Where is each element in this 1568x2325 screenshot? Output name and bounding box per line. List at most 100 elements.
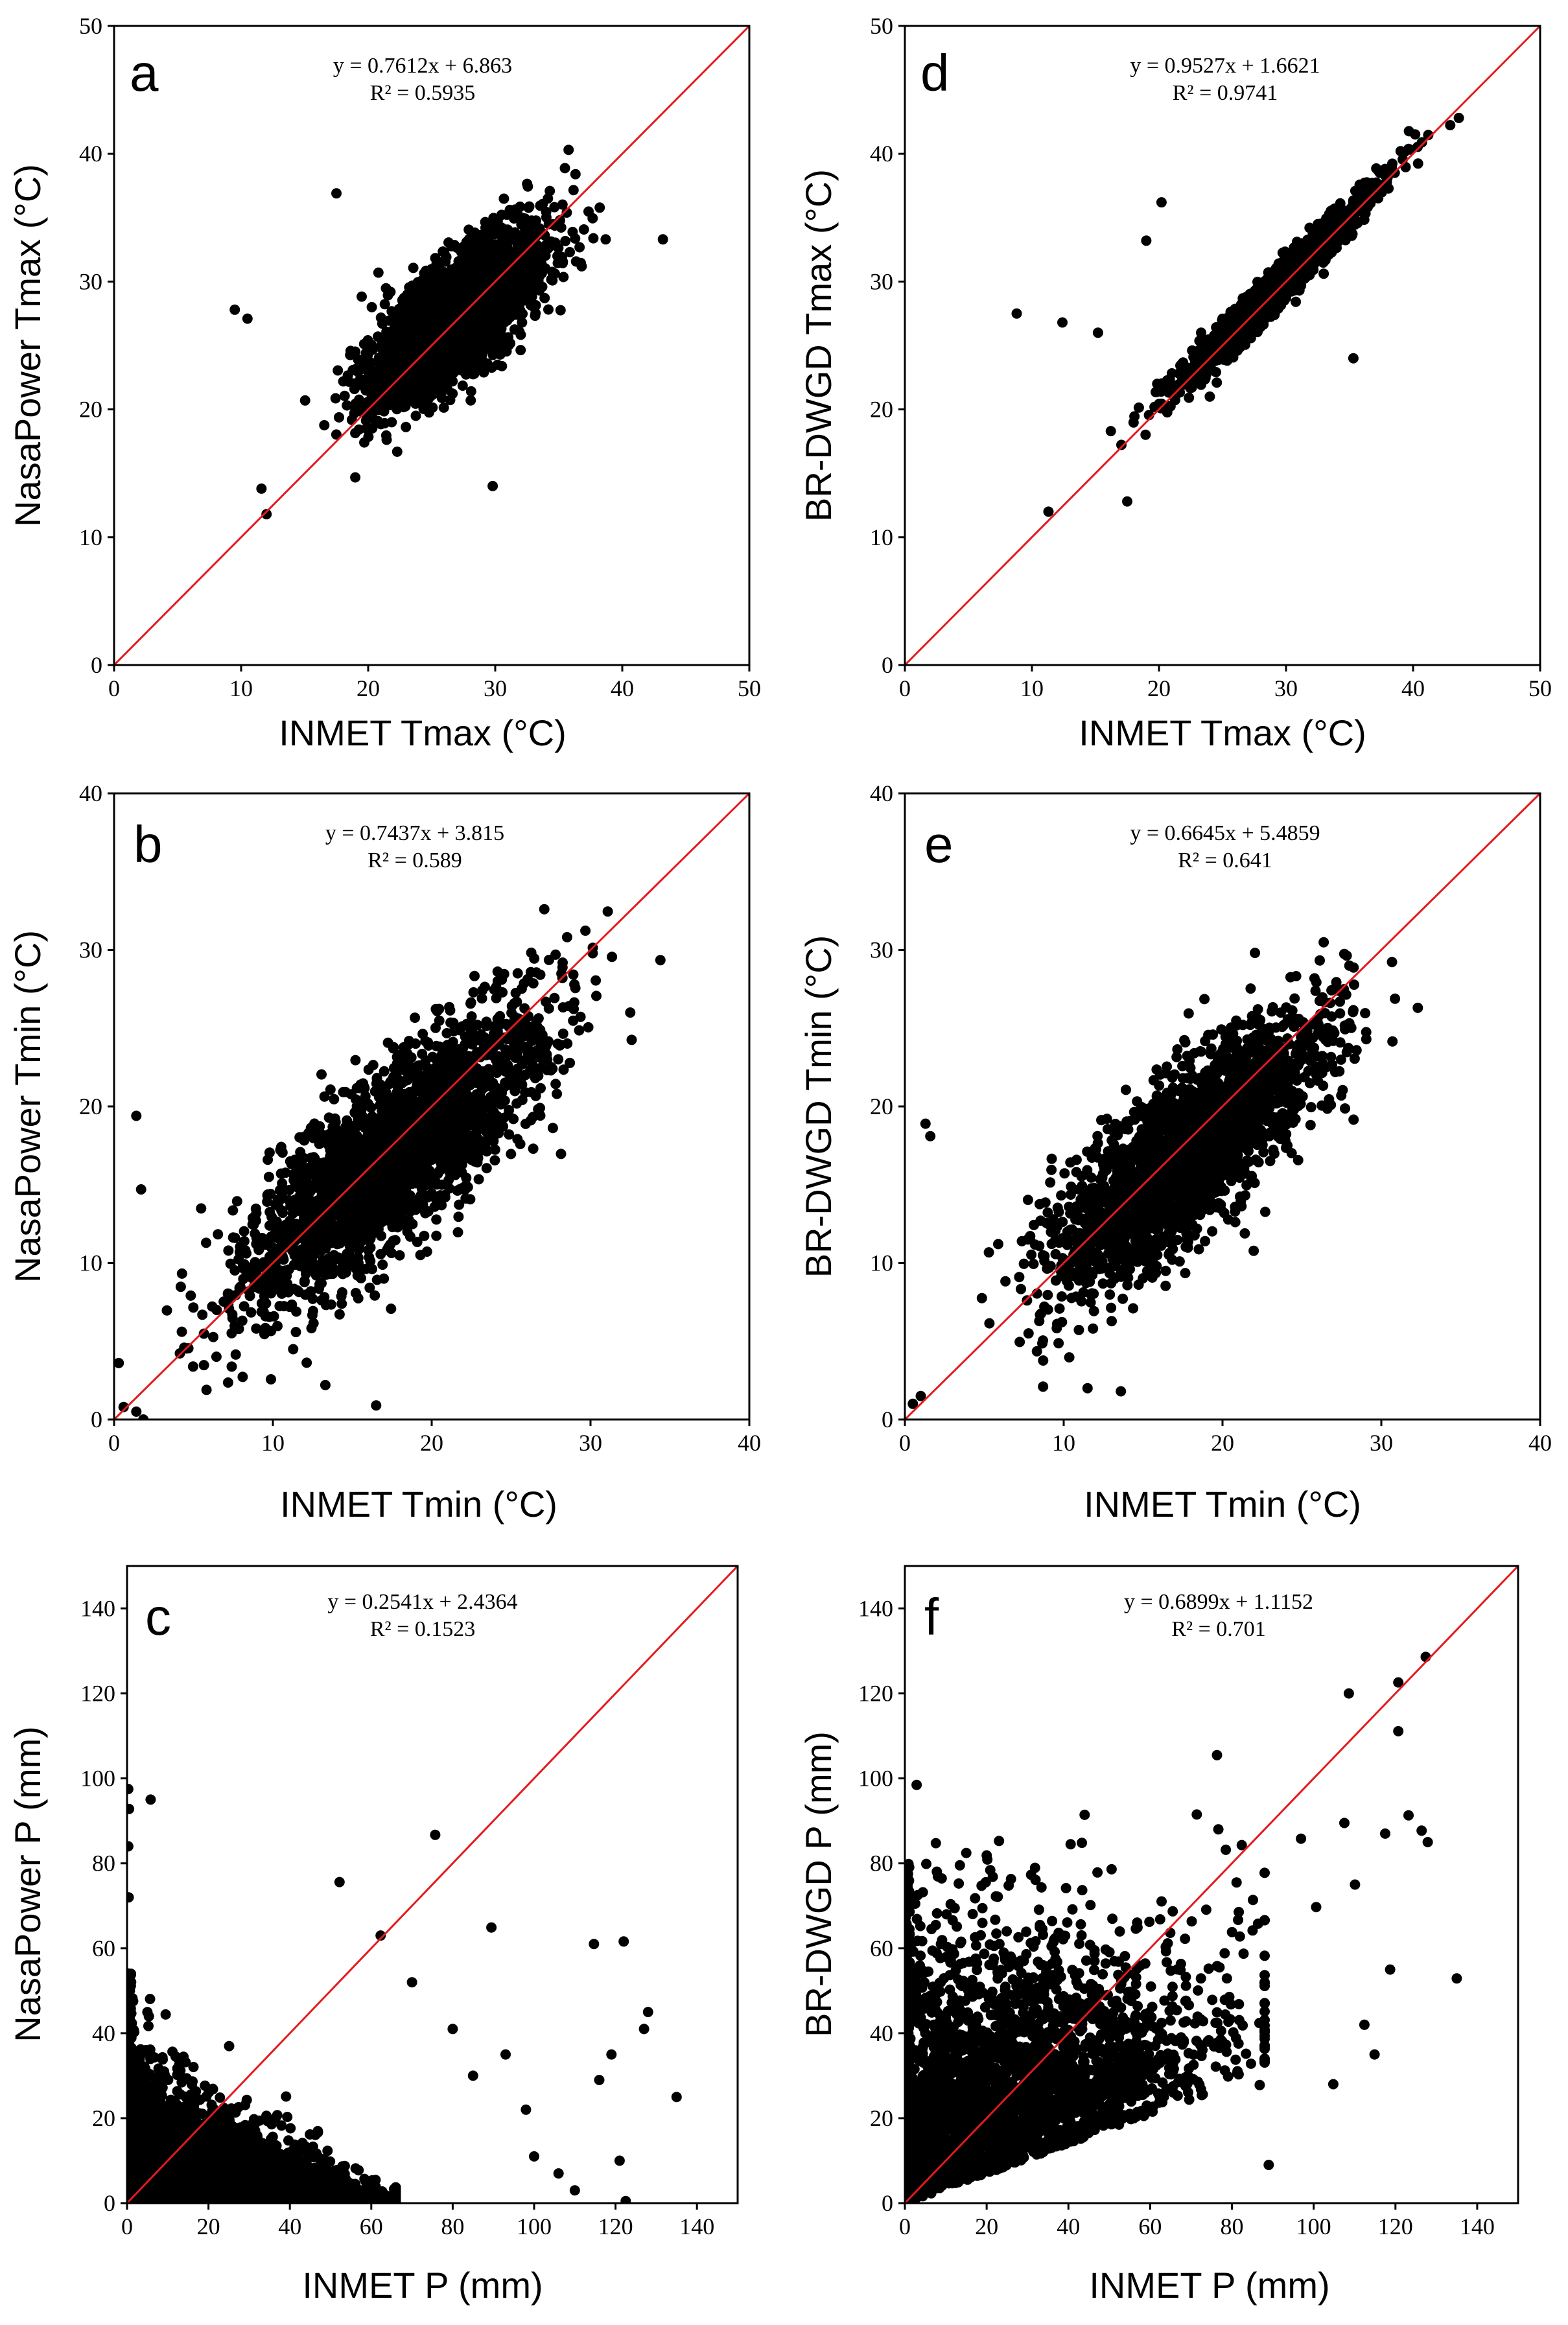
data-point [493,276,504,287]
data-point [392,386,403,397]
data-point [339,390,350,401]
data-point [1122,496,1132,507]
identity-line-a [113,25,751,666]
data-point [539,292,550,303]
data-point [498,233,509,244]
data-point [525,299,536,310]
data-point [515,296,526,307]
data-point [1280,246,1291,257]
regression-equation-a: y = 0.7612x + 6.863 [333,54,512,78]
x-tick-label: 0 [899,675,911,701]
data-point [390,326,401,337]
data-point [438,402,449,413]
data-point [410,410,421,421]
data-point [1165,401,1176,412]
data-point [1416,137,1427,148]
data-point [517,317,528,328]
data-point [423,375,434,386]
data-point [491,309,502,320]
data-point [1248,292,1258,303]
data-point [488,264,499,275]
data-point [443,307,454,318]
data-point [373,331,383,342]
data-point [442,353,453,364]
panel-letter-a: a [130,44,159,102]
data-point [657,234,668,245]
data-point [430,360,441,370]
data-point [357,374,368,385]
data-point [1057,317,1068,328]
data-point [431,323,442,334]
points-a [229,145,668,520]
data-point [1321,213,1332,224]
data-point [397,364,408,375]
data-point [1141,235,1152,246]
data-point [1178,357,1189,368]
data-point [1233,334,1244,345]
data-point [351,404,362,415]
data-point [1403,126,1414,137]
data-point [591,990,602,1001]
data-point [484,342,495,353]
y-tick-label: 10 [870,524,893,550]
data-point [1211,367,1221,378]
data-point [600,234,611,245]
data-point [1387,158,1398,169]
data-point [408,263,419,274]
data-point [375,312,386,323]
data-point [376,400,387,411]
data-point [583,206,594,217]
data-point [543,240,554,251]
data-point [504,204,515,215]
data-point [522,178,533,189]
data-point [537,281,548,292]
r-squared-d: R² = 0.9741 [1173,81,1278,105]
data-point [516,273,527,284]
y-tick-label: 10 [79,524,102,550]
data-point [361,423,372,434]
data-point [498,193,509,204]
data-point [373,267,384,278]
data-point [1348,196,1359,207]
y-tick-label: 50 [79,13,102,39]
y-axis-title-a: NasaPower Tmax (°C) [7,164,48,527]
data-point [1011,308,1022,319]
data-point [409,371,420,382]
data-point [531,266,542,277]
data-point [546,274,557,285]
data-point [489,1144,500,1155]
data-point [519,1003,530,1014]
data-point [1274,292,1285,303]
data-point [465,386,476,397]
data-point [1105,426,1116,437]
data-point [455,341,466,352]
data-point [541,206,552,217]
data-point [1116,439,1127,450]
data-point [440,373,451,384]
y-tick-label: 0 [882,652,893,678]
data-point [574,242,585,253]
data-point [161,1305,172,1316]
data-point [463,269,474,280]
data-point [1140,429,1151,440]
data-point [385,399,395,410]
data-point [366,301,377,312]
data-point [1232,345,1243,356]
panel-b: b y = 0.7437x + 3.815 R² = 0.589 0 10 20 30… [7,780,761,1525]
data-point [1273,258,1284,269]
points-d [1011,113,1464,517]
y-tick-label: 40 [79,141,102,167]
data-point [471,342,482,353]
x-tick-label: 40 [611,675,634,701]
data-point [429,346,440,357]
data-point [463,255,474,266]
data-point [114,1357,124,1368]
data-point [1152,379,1163,390]
data-point [591,975,602,986]
data-point [481,323,492,334]
data-point [350,472,361,483]
data-point [1335,198,1346,209]
data-point [1256,285,1267,296]
data-point [1156,197,1167,208]
